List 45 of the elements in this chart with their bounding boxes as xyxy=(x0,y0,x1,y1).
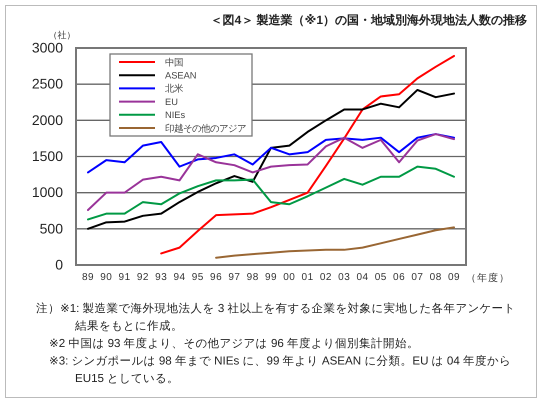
legend-label: NIEs xyxy=(165,110,186,120)
x-tick-label: 92 xyxy=(136,272,149,284)
text: 注）※1: 製造業で海外現地法人を 3 社以上を有する企業を対象に実地した各年アンケート結果をもとに作成。 xyxy=(36,301,516,332)
x-tick-label: 91 xyxy=(118,272,131,284)
x-tick-label: 01 xyxy=(302,272,314,284)
text: ※3: シンガポールは 98 年まで NIEs に、99 年より ASEAN に分類。EU は 04 年度から EU15 としている。 xyxy=(49,354,512,385)
y-tick-label: 2000 xyxy=(32,112,64,128)
line-series xyxy=(87,133,455,174)
y-tick-label: 0 xyxy=(55,256,64,272)
x-tick-label: 06 xyxy=(393,272,406,284)
x-tick-label: 90 xyxy=(100,272,112,284)
x-tick-label: 08 xyxy=(430,272,442,284)
chart-title: ＜図4＞ 製造業（※1）の国・地域別海外現地法人数の推移 xyxy=(210,13,527,27)
x-tick-label: 94 xyxy=(173,272,186,284)
y-tick-label: 2500 xyxy=(32,76,64,92)
x-tick-label: 95 xyxy=(192,272,204,284)
y-tick-label: 3000 xyxy=(32,39,64,56)
line-series xyxy=(87,133,455,212)
x-tick-label: 03 xyxy=(338,272,350,284)
legend-label: 北米 xyxy=(165,84,183,94)
x-axis-title: （年度） xyxy=(466,272,510,284)
x-tick-label: 07 xyxy=(411,272,424,284)
x-tick-label: 93 xyxy=(155,272,168,284)
legend-label: 中国 xyxy=(165,57,183,68)
x-tick-label: 89 xyxy=(82,272,94,284)
y-axis-title: （社） xyxy=(48,30,76,40)
line-series xyxy=(87,166,455,220)
text: ※2 中国は 93 年度より、その他アジアは 96 年度より個別集計開始。 xyxy=(49,336,420,350)
x-tick-label: 04 xyxy=(356,272,369,284)
x-tick-label: 96 xyxy=(210,272,222,284)
legend-label: ASEAN xyxy=(165,70,197,80)
line-series xyxy=(215,226,455,259)
legend-label: EU xyxy=(165,96,178,107)
x-tick-label: 02 xyxy=(320,272,332,284)
x-tick-label: 09 xyxy=(448,272,460,284)
legend-label: 印越その他のアジア xyxy=(165,123,246,134)
x-tick-label: 00 xyxy=(283,272,296,284)
line-series xyxy=(160,54,455,254)
y-tick-label: 500 xyxy=(40,220,64,236)
x-tick-label: 98 xyxy=(246,272,259,284)
x-tick-label: 99 xyxy=(264,272,278,284)
x-tick-label: 05 xyxy=(374,272,387,284)
y-tick-label: 1000 xyxy=(32,184,64,200)
y-tick-label: 1500 xyxy=(32,148,64,164)
x-tick-label: 97 xyxy=(228,272,240,284)
